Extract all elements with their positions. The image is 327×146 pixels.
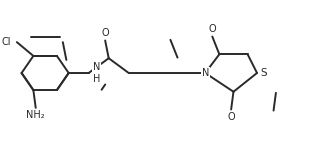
Text: O: O [227,112,235,122]
Text: S: S [260,68,267,78]
Text: N
H: N H [93,62,100,84]
Text: O: O [101,28,109,38]
Text: NH₂: NH₂ [26,110,45,120]
Text: N: N [201,68,209,78]
Text: O: O [209,24,216,34]
Text: Cl: Cl [2,37,11,47]
